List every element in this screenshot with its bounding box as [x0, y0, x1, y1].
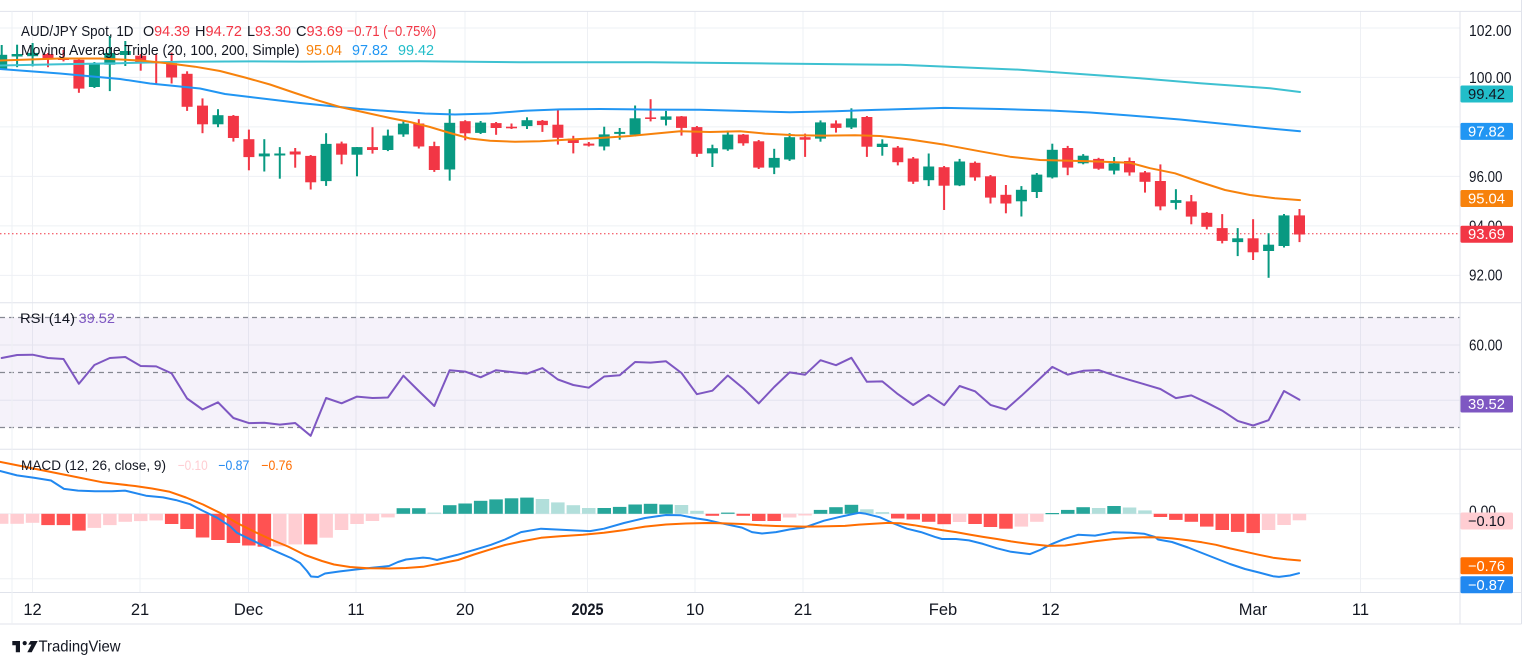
svg-text:95.04: 95.04	[1468, 191, 1505, 208]
svg-text:H94.72: H94.72	[195, 23, 242, 40]
svg-text:AUD/JPY Spot, 1D: AUD/JPY Spot, 1D	[21, 23, 134, 40]
svg-text:97.82: 97.82	[352, 42, 388, 59]
svg-text:10: 10	[686, 601, 704, 619]
svg-text:92.00: 92.00	[1469, 268, 1503, 285]
svg-text:39.52: 39.52	[79, 310, 116, 326]
svg-text:39.52: 39.52	[1468, 396, 1505, 413]
svg-text:MACD (12, 26, close, 9): MACD (12, 26, close, 9)	[21, 457, 166, 473]
svg-text:102.00: 102.00	[1469, 23, 1512, 40]
svg-text:11: 11	[347, 601, 364, 619]
svg-text:−0.10: −0.10	[178, 457, 208, 473]
svg-text:−0.76: −0.76	[1468, 558, 1505, 575]
svg-text:97.82: 97.82	[1468, 123, 1505, 140]
svg-text:20: 20	[456, 601, 474, 619]
svg-text:TradingView: TradingView	[39, 639, 121, 656]
svg-text:93.69: 93.69	[1468, 226, 1505, 243]
svg-text:21: 21	[794, 601, 812, 619]
svg-text:−0.76: −0.76	[261, 457, 292, 473]
svg-text:Mar: Mar	[1239, 601, 1268, 619]
svg-text:12: 12	[23, 601, 41, 619]
svg-text:100.00: 100.00	[1469, 70, 1512, 87]
svg-text:12: 12	[1041, 601, 1059, 619]
svg-text:2025: 2025	[572, 601, 604, 619]
svg-text:Dec: Dec	[234, 601, 263, 619]
svg-text:Feb: Feb	[929, 601, 957, 619]
svg-text:21: 21	[131, 601, 149, 619]
svg-text:96.00: 96.00	[1469, 169, 1503, 186]
svg-text:L93.30: L93.30	[247, 23, 291, 40]
svg-text:99.42: 99.42	[398, 42, 434, 59]
svg-text:99.42: 99.42	[1468, 86, 1505, 103]
svg-text:11: 11	[1352, 601, 1369, 619]
svg-text:C93.69: C93.69	[296, 23, 343, 40]
svg-text:−0.71 (−0.75%): −0.71 (−0.75%)	[347, 23, 437, 40]
svg-text:95.04: 95.04	[306, 42, 342, 59]
svg-text:RSI (14): RSI (14)	[20, 310, 75, 326]
svg-text:O94.39: O94.39	[143, 23, 190, 40]
svg-text:−0.10: −0.10	[1468, 513, 1505, 530]
svg-text:Moving Average Triple (20, 100: Moving Average Triple (20, 100, 200, Sim…	[21, 42, 300, 59]
svg-text:−0.87: −0.87	[1468, 577, 1505, 594]
svg-text:60.00: 60.00	[1469, 338, 1503, 355]
svg-text:−0.87: −0.87	[218, 457, 249, 473]
